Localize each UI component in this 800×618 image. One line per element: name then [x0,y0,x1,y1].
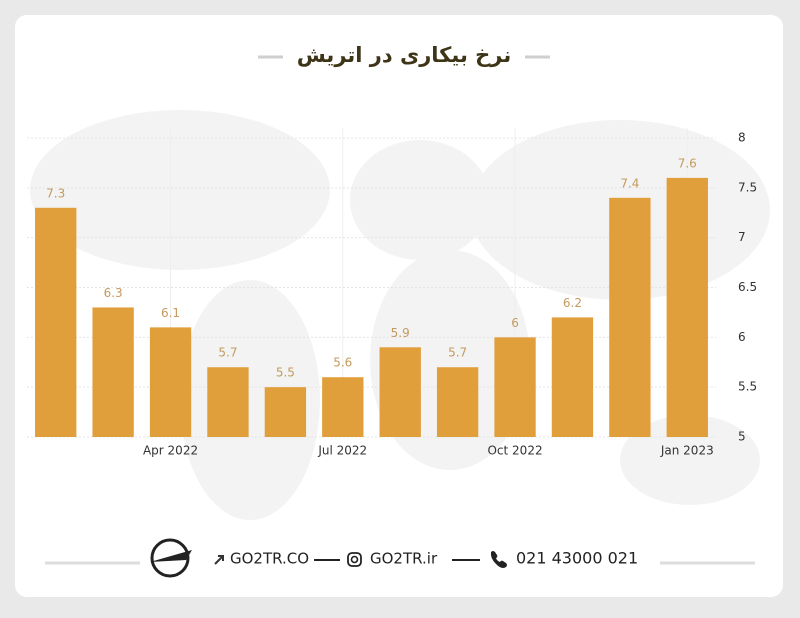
bar [322,377,364,437]
y-tick-label: 5.5 [738,380,757,394]
bar [609,197,651,437]
link-icon [214,555,224,565]
y-tick-label: 8 [738,131,746,145]
value-label: 5.7 [218,346,237,360]
value-label: 7.3 [46,186,65,200]
x-tick-label: Jan 2023 [660,444,714,458]
y-tick-label: 7.5 [738,180,757,194]
x-tick-label: Apr 2022 [143,444,198,458]
y-tick-label: 7 [738,230,746,244]
bar [494,337,536,437]
instagram-icon [350,555,359,564]
footer: GO2TR.CO GO2TR.ir 021 43000 021 [45,538,755,578]
logo-plane [150,550,192,562]
bar [35,207,77,437]
instagram: GO2TR.ir [370,550,438,568]
bar [264,387,307,437]
x-tick-label: Jul 2022 [317,444,367,458]
x-tick-label: Oct 2022 [487,444,542,458]
logo [150,538,190,578]
y-tick-label: 5 [738,430,746,444]
instagram-icon [347,552,362,567]
value-label: 5.7 [448,346,467,360]
y-tick-label: 6 [738,330,746,344]
chart-title: نرخ بیکاری در اتریش [297,43,512,67]
value-label: 7.6 [678,156,697,170]
bar [666,177,708,437]
bar [207,367,249,437]
bar [379,347,421,437]
bar [436,367,479,437]
bar [149,327,192,437]
value-label: 7.4 [620,176,639,190]
value-label: 6.2 [563,296,582,310]
phone: 021 43000 021 [516,549,638,568]
phone-icon [490,551,507,568]
value-label: 6.1 [161,306,180,320]
value-label: 6 [511,316,519,330]
value-label: 6.3 [104,286,123,300]
y-tick-label: 6.5 [738,280,757,294]
value-label: 5.9 [391,326,410,340]
bar [551,317,594,437]
value-label: 5.5 [276,366,295,380]
website: GO2TR.CO [230,550,309,568]
bar [92,307,134,437]
value-label: 5.6 [333,356,352,370]
